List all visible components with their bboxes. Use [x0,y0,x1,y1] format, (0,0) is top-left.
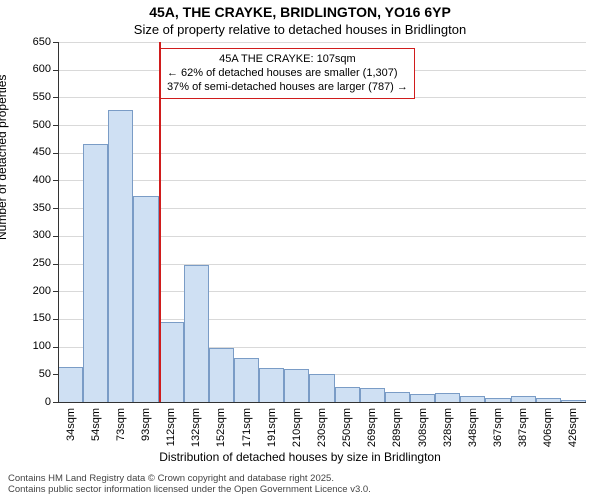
annotation-line: ← 62% of detached houses are smaller (1,… [167,67,408,81]
annotation-line: 45A THE CRAYKE: 107sqm [167,53,408,67]
xtick-label: 269sqm [366,408,378,447]
xtick-label: 308sqm [417,408,429,447]
xtick-label: 250sqm [341,408,353,447]
xtick-label: 34sqm [65,408,77,441]
ytick-label: 50 [11,368,51,380]
ytick-label: 600 [11,63,51,75]
histogram-bar [410,394,435,402]
histogram-bar [234,358,259,402]
histogram-bar [209,348,234,402]
xtick-label: 230sqm [316,408,328,447]
xtick-label: 191sqm [266,408,278,447]
footer-line2: Contains public sector information licen… [8,485,371,496]
chart-title-line2: Size of property relative to detached ho… [0,22,600,37]
ytick-label: 250 [11,257,51,269]
xtick-label: 112sqm [165,408,177,446]
y-axis-line [58,42,59,402]
annotation-callout: 45A THE CRAYKE: 107sqm← 62% of detached … [160,48,415,99]
xtick-label: 152sqm [215,408,227,447]
ytick-label: 400 [11,174,51,186]
chart-container: 45A, THE CRAYKE, BRIDLINGTON, YO16 6YP S… [0,0,600,500]
ytick-label: 450 [11,146,51,158]
xtick-label: 406sqm [542,408,554,447]
histogram-bar [259,368,284,402]
ytick-label: 350 [11,202,51,214]
xtick-label: 289sqm [391,408,403,447]
histogram-bar [335,387,360,403]
histogram-bar [360,388,385,402]
ytick-label: 100 [11,340,51,352]
ytick-label: 500 [11,119,51,131]
ytick-label: 0 [11,396,51,408]
ytick-label: 200 [11,285,51,297]
xtick-label: 348sqm [467,408,479,447]
xtick-label: 210sqm [291,408,303,447]
attribution-footer: Contains HM Land Registry data © Crown c… [8,474,371,496]
chart-title-line1: 45A, THE CRAYKE, BRIDLINGTON, YO16 6YP [0,4,600,20]
gridline [58,42,586,43]
ytick-label: 550 [11,91,51,103]
histogram-bar [435,393,460,402]
gridline [58,180,586,181]
xtick-label: 367sqm [492,408,504,447]
plot-area: 45A THE CRAYKE: 107sqm← 62% of detached … [58,42,586,402]
histogram-bar [108,110,133,402]
histogram-bar [284,369,309,402]
xtick-label: 387sqm [517,408,529,447]
xtick-label: 171sqm [241,408,253,447]
x-axis-line [58,402,586,403]
histogram-bar [83,144,108,402]
histogram-bar [133,196,158,402]
ytick-label: 150 [11,312,51,324]
xtick-label: 93sqm [140,408,152,441]
histogram-bar [309,374,334,402]
xtick-label: 328sqm [442,408,454,447]
xtick-label: 132sqm [190,408,202,447]
xtick-label: 54sqm [90,408,102,441]
histogram-bar [58,367,83,402]
histogram-bar [184,265,209,402]
ytick-label: 300 [11,229,51,241]
annotation-line: 37% of semi-detached houses are larger (… [167,81,408,95]
gridline [58,153,586,154]
gridline [58,125,586,126]
histogram-bar [159,322,184,402]
xtick-label: 426sqm [567,408,579,447]
histogram-bar [385,392,410,402]
x-axis-label: Distribution of detached houses by size … [0,450,600,464]
ytick-label: 650 [11,36,51,48]
y-axis-label: Number of detached properties [0,75,9,240]
xtick-label: 73sqm [115,408,127,441]
